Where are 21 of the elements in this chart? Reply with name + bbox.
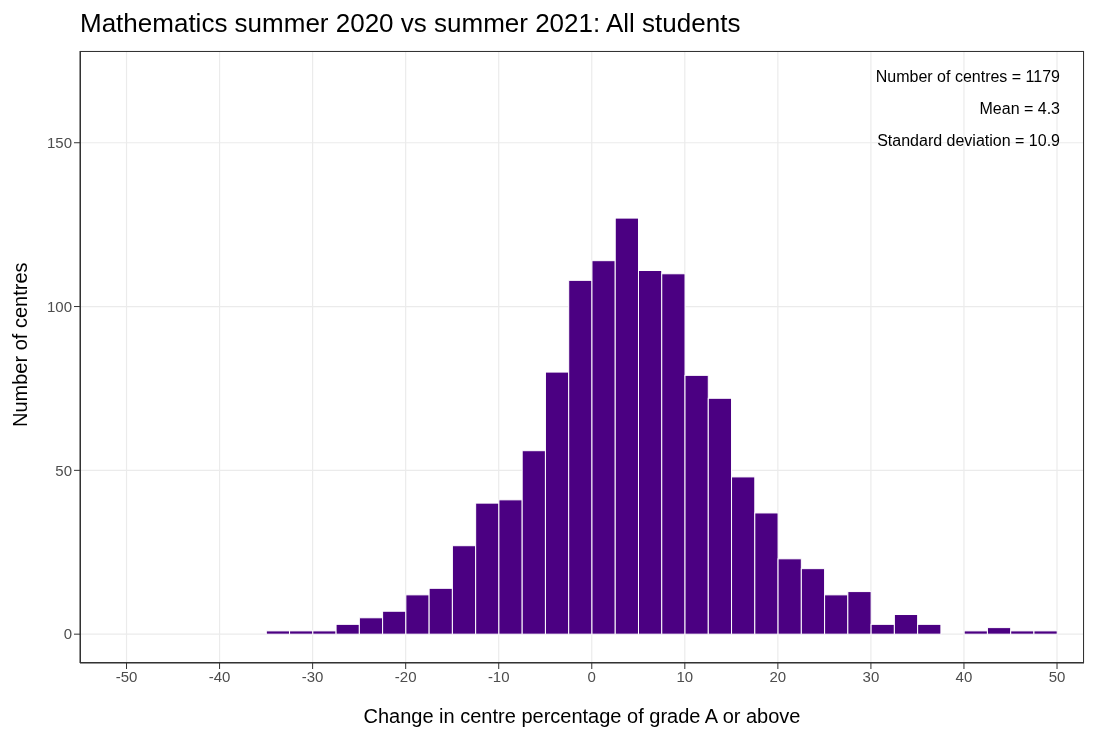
- x-tick-label: -50: [115, 667, 138, 685]
- y-tick-label: 50: [55, 461, 72, 479]
- x-axis-title: Change in centre percentage of grade A or above: [363, 705, 801, 727]
- x-tick-label: 10: [676, 667, 694, 685]
- y-tick-label: 0: [63, 625, 72, 643]
- x-tick-label: -30: [301, 667, 324, 685]
- chart-title: Mathematics summer 2020 vs summer 2021: All students: [79, 8, 742, 40]
- x-tick-label: 20: [769, 667, 787, 685]
- annotation: Number of centres = 1179: [875, 67, 1060, 87]
- y-tick-label: 100: [46, 297, 72, 315]
- x-tick-label: -20: [394, 667, 417, 685]
- x-tick-label: 40: [955, 667, 973, 685]
- x-tick-label: 50: [1048, 667, 1066, 685]
- x-tick-label: -10: [487, 667, 510, 685]
- x-tick-label: 0: [587, 667, 596, 685]
- x-tick-label: 30: [862, 667, 880, 685]
- annotation: Standard deviation = 10.9: [876, 131, 1060, 151]
- annotation: Mean = 4.3: [978, 99, 1060, 119]
- y-tick-label: 150: [46, 134, 72, 152]
- x-tick-label: -40: [208, 667, 231, 685]
- y-axis-title: Number of centres: [9, 262, 32, 427]
